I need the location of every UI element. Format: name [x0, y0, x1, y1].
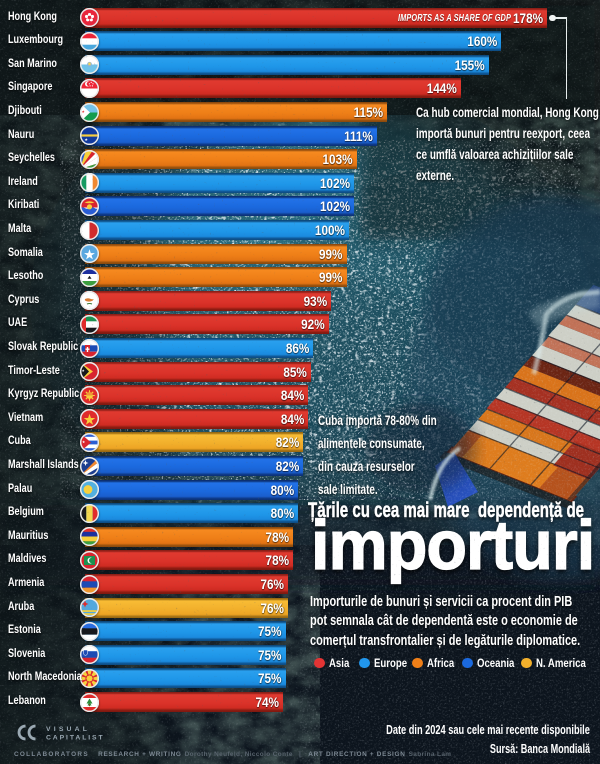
svg-text:VISUAL: VISUAL — [46, 726, 90, 733]
svg-text:CAPITALIST: CAPITALIST — [46, 735, 105, 742]
